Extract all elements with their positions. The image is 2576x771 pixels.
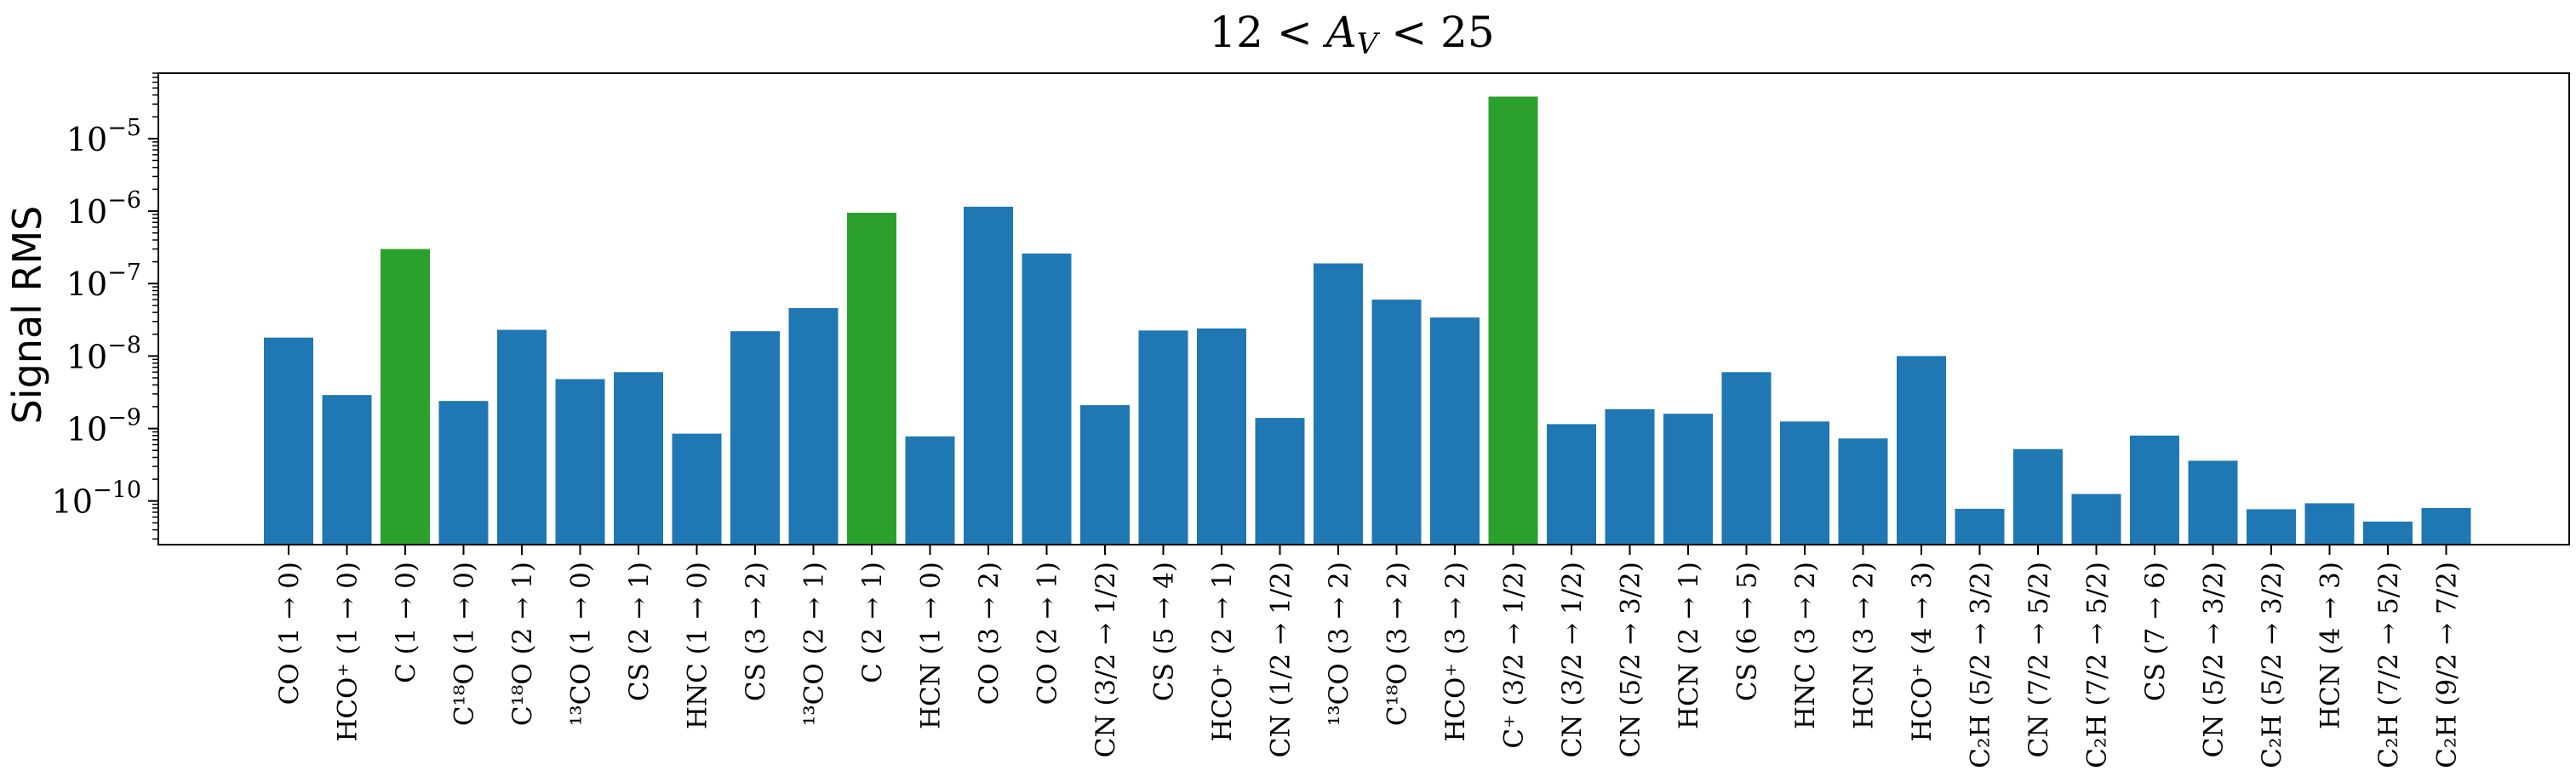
x-tick-label-13: CO (2 → 1) (1033, 562, 1063, 705)
y-tick-label-2: 10−8 (66, 332, 141, 375)
x-tick-label-11: HCN (1 → 0) (916, 562, 947, 729)
bar-14 (1080, 405, 1130, 545)
bar-18 (1314, 263, 1363, 545)
x-tick-label-14: CN (3/2 → 1/2) (1091, 562, 1121, 757)
bar-36 (2363, 521, 2413, 545)
bar-20 (1430, 317, 1480, 545)
x-tick-label-10: C (2 → 1) (857, 562, 888, 683)
plot-area-frame (157, 72, 2570, 545)
y-tick-label-4: 10−6 (66, 187, 141, 231)
y-tick-label-5: 10−5 (66, 115, 141, 158)
x-tick-label-35: HCN (4 → 3) (2316, 562, 2346, 729)
bar-22 (1547, 424, 1596, 545)
bar-4 (497, 329, 547, 545)
bar-0 (264, 337, 313, 545)
x-tick-label-25: CS (6 → 5) (1732, 562, 1763, 701)
x-axis-ticks: CO (1 → 0) HCO⁺ (1 → 0) C (1 → 0) C¹⁸O (1 →… (274, 545, 2463, 768)
bar-33 (2188, 460, 2238, 545)
bar-3 (438, 401, 489, 545)
bar-12 (964, 206, 1013, 545)
x-tick-label-26: HNC (3 → 2) (1790, 562, 1821, 729)
bar-23 (1605, 408, 1655, 545)
y-tick-label-0: 10−10 (52, 477, 141, 521)
x-tick-label-1: HCO⁺ (1 → 0) (333, 562, 364, 742)
x-tick-label-0: CO (1 → 0) (274, 562, 305, 705)
x-tick-label-3: C¹⁸O (1 → 0) (449, 562, 480, 726)
x-tick-label-32: CS (7 → 6) (2140, 562, 2171, 701)
bar-34 (2247, 509, 2296, 545)
x-tick-label-28: HCO⁺ (4 → 3) (1907, 562, 1938, 742)
x-tick-label-24: HCN (2 → 1) (1674, 562, 1704, 729)
bar-2 (381, 248, 430, 545)
bar-27 (1838, 438, 1888, 545)
bar-35 (2304, 503, 2355, 545)
bar-13 (1022, 253, 1072, 545)
x-tick-label-6: CS (2 → 1) (624, 562, 655, 701)
bar-37 (2421, 508, 2471, 545)
chart-title: 12 < AV < 25 (1209, 8, 1494, 61)
x-tick-label-27: HCN (3 → 2) (1849, 562, 1880, 729)
x-tick-label-8: CS (3 → 2) (741, 562, 771, 701)
x-tick-label-19: C¹⁸O (3 → 2) (1382, 562, 1413, 726)
bar-26 (1780, 421, 1829, 545)
x-tick-label-21: C⁺ (3/2 → 1/2) (1499, 562, 1530, 749)
bar-5 (555, 379, 605, 545)
bar-21 (1488, 96, 1538, 545)
x-tick-label-7: HNC (1 → 0) (683, 562, 713, 729)
x-tick-label-12: CO (3 → 2) (974, 562, 1005, 705)
bar-25 (1721, 372, 1772, 545)
bar-9 (788, 308, 839, 545)
y-axis-ticks: 10−10 10−9 10−8 10−7 10−6 10−5 (52, 72, 158, 540)
x-tick-label-29: C₂H (5/2 → 3/2) (1966, 562, 1996, 768)
x-tick-label-16: HCO⁺ (2 → 1) (1207, 562, 1238, 742)
x-tick-label-15: CS (5 → 4) (1149, 562, 1180, 701)
x-tick-label-31: C₂H (7/2 → 5/2) (2082, 562, 2113, 768)
x-tick-label-33: CN (5/2 → 3/2) (2199, 562, 2230, 757)
y-axis-label: Signal RMS (4, 206, 50, 425)
bar-17 (1255, 418, 1305, 545)
x-tick-label-36: C₂H (7/2 → 5/2) (2373, 562, 2404, 768)
x-tick-label-20: HCO⁺ (3 → 2) (1440, 562, 1471, 742)
x-tick-label-34: C₂H (5/2 → 3/2) (2257, 562, 2287, 768)
bar-15 (1138, 330, 1188, 545)
x-tick-label-9: ¹³CO (2 → 1) (799, 562, 830, 726)
x-tick-label-17: CN (1/2 → 1/2) (1266, 562, 1297, 757)
bar-11 (905, 436, 955, 545)
y-tick-label-1: 10−9 (66, 405, 141, 448)
x-tick-label-30: CN (7/2 → 5/2) (2024, 562, 2054, 757)
bar-29 (1955, 508, 2005, 545)
x-tick-label-4: C¹⁸O (2 → 1) (507, 562, 538, 726)
x-tick-label-37: C₂H (9/2 → 7/2) (2432, 562, 2463, 768)
y-tick-label-3: 10−7 (66, 260, 141, 303)
bar-32 (2130, 435, 2179, 545)
bar-7 (672, 433, 722, 545)
bar-6 (614, 372, 663, 545)
bar-19 (1371, 300, 1422, 545)
x-tick-label-22: CN (3/2 → 1/2) (1557, 562, 1588, 757)
bar-16 (1197, 328, 1246, 545)
x-tick-label-5: ¹³CO (1 → 0) (566, 562, 597, 726)
x-tick-label-2: C (1 → 0) (391, 562, 421, 683)
bar-28 (1897, 356, 1946, 545)
bar-31 (2071, 494, 2121, 545)
bar-1 (322, 395, 372, 545)
bar-30 (2013, 448, 2063, 545)
x-tick-label-23: CN (5/2 → 3/2) (1616, 562, 1646, 757)
bar-24 (1663, 414, 1713, 545)
bar-8 (730, 331, 780, 545)
x-tick-label-18: ¹³CO (3 → 2) (1324, 562, 1354, 726)
bars-group (264, 96, 2471, 545)
bar-10 (847, 213, 896, 545)
